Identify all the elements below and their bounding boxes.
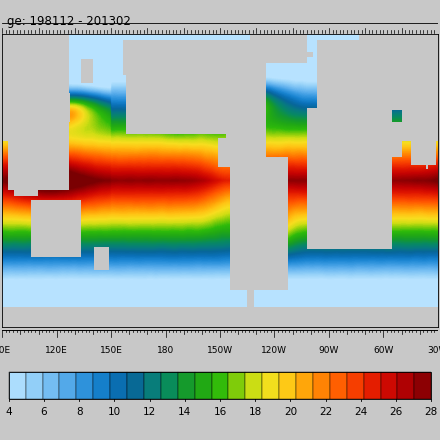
- Bar: [313, 372, 330, 399]
- Bar: [43, 372, 59, 399]
- Text: 28: 28: [425, 407, 438, 417]
- Text: 24: 24: [354, 407, 367, 417]
- Bar: [364, 372, 381, 399]
- Text: 8: 8: [76, 407, 82, 417]
- Text: 6: 6: [40, 407, 47, 417]
- Bar: [93, 372, 110, 399]
- Text: 10: 10: [108, 407, 121, 417]
- Text: 90W: 90W: [319, 346, 339, 355]
- Bar: [212, 372, 228, 399]
- Bar: [144, 372, 161, 399]
- Text: 120W: 120W: [261, 346, 287, 355]
- Bar: [262, 372, 279, 399]
- Text: 20: 20: [284, 407, 297, 417]
- Bar: [110, 372, 127, 399]
- Bar: [296, 372, 313, 399]
- Bar: [330, 372, 347, 399]
- Text: 18: 18: [249, 407, 262, 417]
- Bar: [9, 372, 431, 399]
- Bar: [76, 372, 93, 399]
- Bar: [228, 372, 246, 399]
- Bar: [9, 372, 26, 399]
- Text: 30W: 30W: [428, 346, 440, 355]
- Text: 26: 26: [389, 407, 403, 417]
- Text: 90E: 90E: [0, 346, 11, 355]
- Text: 12: 12: [143, 407, 156, 417]
- Text: 180: 180: [157, 346, 174, 355]
- Text: 150W: 150W: [207, 346, 233, 355]
- Bar: [397, 372, 414, 399]
- Bar: [59, 372, 76, 399]
- Text: 22: 22: [319, 407, 332, 417]
- Bar: [194, 372, 212, 399]
- Bar: [26, 372, 43, 399]
- Text: ge: 198112 - 201302: ge: 198112 - 201302: [7, 15, 130, 28]
- Bar: [246, 372, 262, 399]
- Bar: [279, 372, 296, 399]
- Bar: [347, 372, 364, 399]
- Text: 14: 14: [178, 407, 191, 417]
- Bar: [127, 372, 144, 399]
- Text: 120E: 120E: [45, 346, 68, 355]
- Bar: [381, 372, 397, 399]
- Bar: [161, 372, 178, 399]
- Text: 16: 16: [213, 407, 227, 417]
- Text: 60W: 60W: [373, 346, 393, 355]
- Bar: [178, 372, 194, 399]
- Text: 150E: 150E: [100, 346, 122, 355]
- Text: 4: 4: [5, 407, 12, 417]
- Bar: [414, 372, 431, 399]
